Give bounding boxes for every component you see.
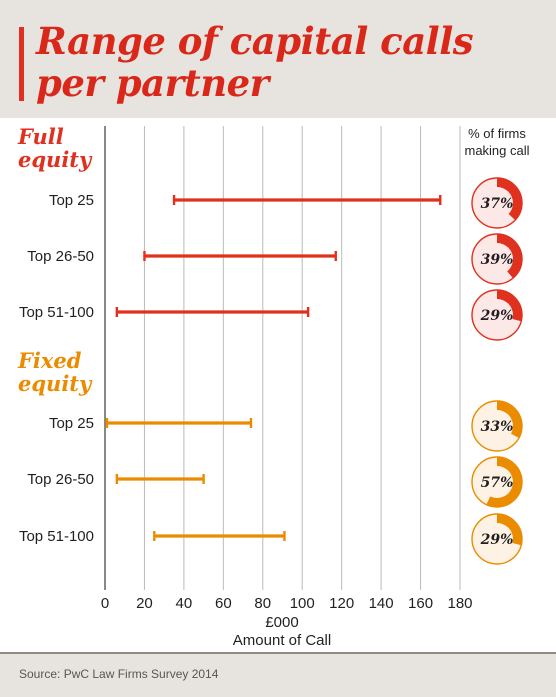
category-label: Top 25 xyxy=(49,415,94,432)
group-label: Full equity xyxy=(17,124,93,172)
category-label: Top 51-100 xyxy=(19,304,94,321)
x-tick-label: 80 xyxy=(254,595,271,612)
x-tick-label: 160 xyxy=(408,595,433,612)
category-label: Top 51-100 xyxy=(19,528,94,545)
chart-title: Range of capital calls per partner xyxy=(36,19,474,105)
category-label: Top 25 xyxy=(49,192,94,209)
x-tick-label: 20 xyxy=(136,595,153,612)
header-band: Range of capital calls per partner xyxy=(0,0,556,118)
source-note: Source: PwC Law Firms Survey 2014 xyxy=(19,667,219,681)
pie-hole xyxy=(481,299,513,331)
group-label: Fixed equity xyxy=(17,348,93,396)
footer-divider xyxy=(0,652,556,654)
pie-hole xyxy=(481,466,513,498)
x-axis-unit: £000 xyxy=(265,614,298,631)
x-axis-label: Amount of Call xyxy=(233,632,331,649)
footer-band: Source: PwC Law Firms Survey 2014 xyxy=(0,652,556,697)
pie-hole xyxy=(481,187,513,219)
x-tick-label: 0 xyxy=(101,595,109,612)
pie-percent-label: 37% xyxy=(481,196,514,212)
x-tick-label: 100 xyxy=(290,595,315,612)
pie-percent-label: 29% xyxy=(480,308,514,324)
pie-percent-label: 29% xyxy=(480,532,514,548)
pie-hole xyxy=(481,243,513,275)
title-accent-bar xyxy=(19,27,24,101)
category-label: Top 26-50 xyxy=(27,248,94,265)
category-label: Top 26-50 xyxy=(27,471,94,488)
pie-percent-label: 57% xyxy=(481,475,514,491)
side-header: % of firms making call xyxy=(464,126,529,158)
x-tick-label: 140 xyxy=(369,595,394,612)
x-tick-label: 120 xyxy=(329,595,354,612)
pie-hole xyxy=(481,523,513,555)
pie-hole xyxy=(481,410,513,442)
x-tick-label: 180 xyxy=(447,595,472,612)
x-tick-label: 40 xyxy=(176,595,193,612)
pie-percent-label: 33% xyxy=(481,419,514,435)
x-tick-label: 60 xyxy=(215,595,232,612)
pie-percent-label: 39% xyxy=(481,252,514,268)
